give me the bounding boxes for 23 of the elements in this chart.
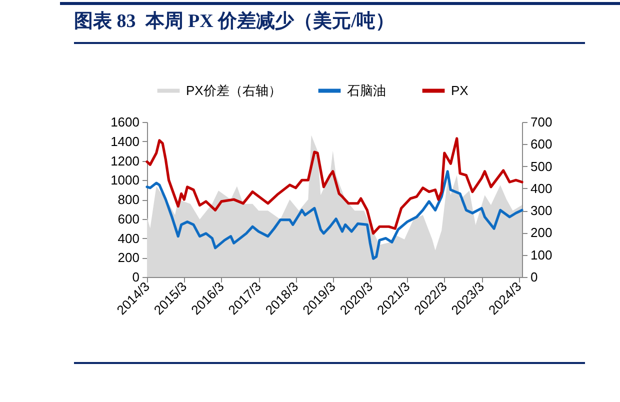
y2-tick-label: 0 [530, 270, 538, 284]
y-tick-label: 400 [118, 230, 140, 246]
y-tick-label: 1400 [110, 134, 140, 149]
y2-tick-label: 700 [530, 114, 552, 130]
y2-tick-label: 200 [530, 225, 552, 240]
y2-tick-label: 400 [530, 180, 552, 196]
y-tick-label: 600 [118, 211, 140, 226]
chart-title: 图表 83 本周 PX 价差减少（美元/吨） [74, 8, 585, 44]
line-series [146, 137, 524, 235]
line-series [146, 170, 524, 260]
y2-tick-label: 500 [530, 158, 552, 174]
y2-tick-label: 600 [530, 136, 552, 152]
y2-tick-label: 300 [530, 203, 552, 218]
y-tick-label: 200 [118, 250, 140, 266]
legend-label: PX [451, 82, 469, 98]
legend-label: PX价差（右轴） [186, 82, 282, 98]
y-tick-label: 1600 [110, 114, 140, 130]
y-tick-label: 0 [132, 270, 140, 284]
y-tick-label: 800 [118, 192, 140, 207]
y2-tick-label: 100 [530, 247, 552, 262]
legend-label: 石脑油 [347, 82, 386, 98]
y-tick-label: 1000 [110, 172, 140, 188]
y-tick-label: 1200 [110, 153, 140, 168]
